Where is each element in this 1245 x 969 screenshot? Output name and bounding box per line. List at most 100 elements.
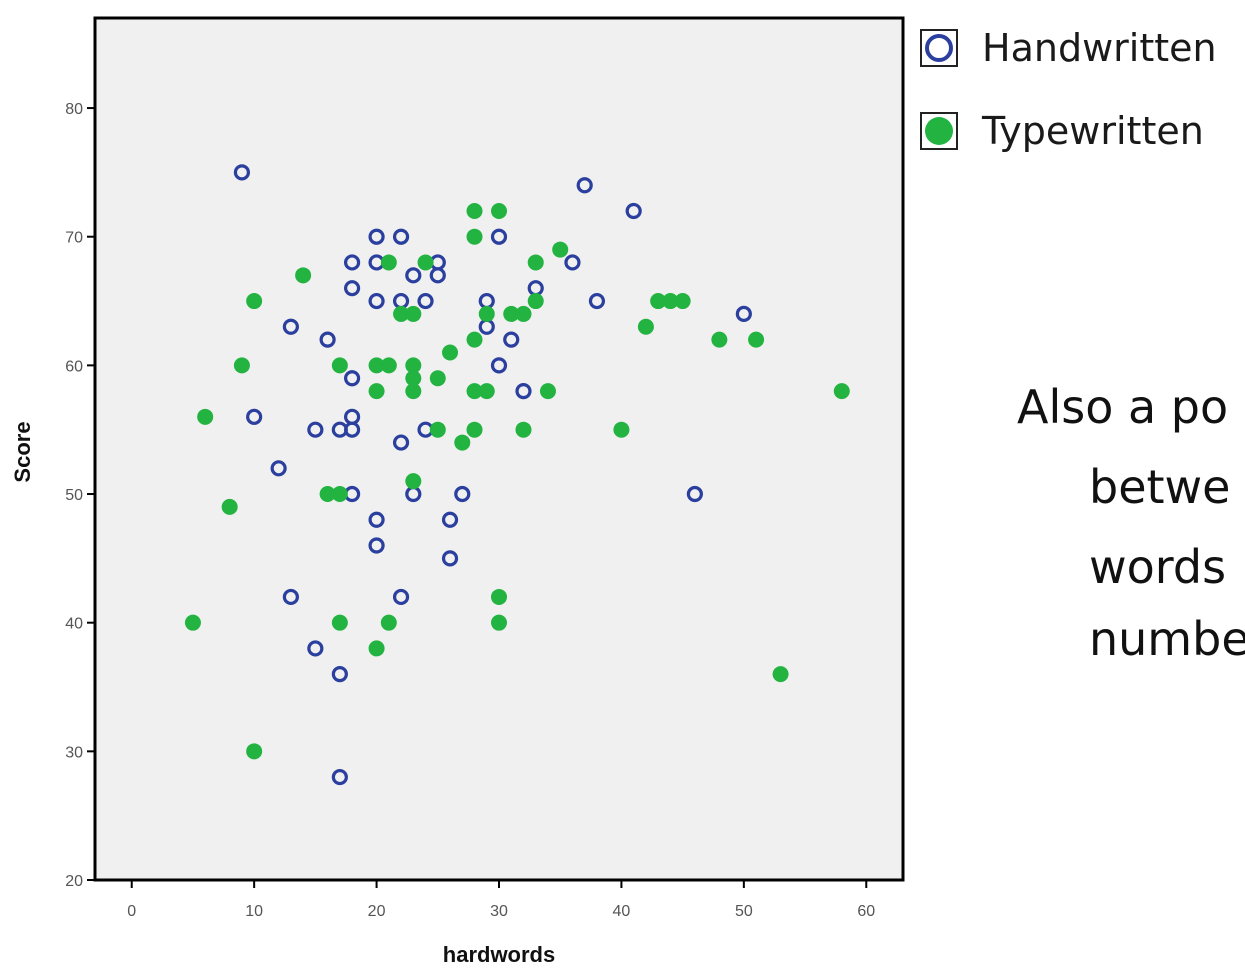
point-handwritten bbox=[454, 485, 471, 503]
point-typewritten bbox=[527, 254, 544, 271]
x-tick-label: 40 bbox=[613, 903, 631, 920]
point-typewritten bbox=[503, 305, 520, 322]
point-handwritten bbox=[490, 357, 508, 374]
point-handwritten bbox=[368, 292, 385, 310]
legend-item-typewritten: Typewritten bbox=[920, 109, 1204, 153]
point-typewritten bbox=[466, 202, 483, 219]
point-typewritten bbox=[417, 254, 434, 271]
point-typewritten bbox=[466, 383, 483, 400]
point-typewritten bbox=[197, 408, 214, 425]
point-typewritten bbox=[772, 666, 789, 683]
slide-body-text: Also a po betwe words numbe bbox=[1017, 378, 1245, 678]
point-typewritten bbox=[368, 357, 385, 374]
x-axis: 0 10 20 30 40 50 60 bbox=[127, 880, 875, 920]
point-typewritten bbox=[552, 241, 569, 258]
slide-text-line-1: Also a po bbox=[1017, 380, 1229, 434]
slide-text-line-3: words bbox=[1089, 540, 1227, 594]
y-tick-label: 40 bbox=[65, 616, 83, 633]
point-handwritten bbox=[307, 421, 324, 438]
point-typewritten bbox=[613, 421, 630, 438]
point-typewritten bbox=[246, 293, 263, 310]
y-tick-label: 60 bbox=[65, 358, 83, 375]
y-tick-label: 50 bbox=[65, 487, 83, 504]
point-typewritten bbox=[478, 383, 495, 400]
point-typewritten bbox=[478, 305, 495, 322]
point-handwritten bbox=[233, 164, 251, 181]
point-typewritten bbox=[491, 614, 507, 631]
point-handwritten bbox=[392, 588, 410, 606]
point-typewritten bbox=[221, 498, 238, 515]
point-typewritten bbox=[331, 357, 348, 374]
point-typewritten bbox=[295, 267, 312, 284]
x-tick-label: 60 bbox=[857, 903, 875, 920]
chart-legend: Handwritten Typewritten bbox=[912, 8, 1232, 173]
point-typewritten bbox=[368, 383, 385, 400]
y-axis-title: Score bbox=[10, 421, 35, 482]
x-tick-label: 50 bbox=[735, 903, 753, 920]
point-handwritten bbox=[319, 331, 336, 348]
y-tick-label: 30 bbox=[65, 744, 83, 761]
point-typewritten bbox=[319, 486, 336, 503]
point-handwritten bbox=[490, 228, 508, 245]
point-typewritten bbox=[380, 614, 397, 631]
y-axis: 20 30 40 50 60 70 80 bbox=[65, 101, 95, 890]
data-points bbox=[184, 164, 850, 786]
point-handwritten bbox=[441, 511, 459, 528]
point-typewritten bbox=[711, 331, 728, 348]
point-handwritten bbox=[515, 383, 532, 400]
point-typewritten bbox=[637, 318, 654, 335]
point-handwritten bbox=[576, 177, 593, 194]
x-tick-label: 30 bbox=[490, 903, 508, 920]
point-handwritten bbox=[503, 331, 520, 348]
point-typewritten bbox=[650, 293, 667, 310]
point-typewritten bbox=[833, 383, 850, 400]
point-typewritten bbox=[405, 357, 422, 374]
point-handwritten bbox=[343, 254, 361, 271]
point-handwritten bbox=[625, 202, 642, 220]
point-typewritten bbox=[748, 331, 765, 348]
point-typewritten bbox=[466, 421, 483, 438]
point-typewritten bbox=[405, 473, 422, 490]
point-typewritten bbox=[331, 614, 348, 631]
x-tick-label: 20 bbox=[368, 903, 386, 920]
point-handwritten bbox=[307, 640, 324, 657]
point-typewritten bbox=[380, 357, 397, 374]
point-typewritten bbox=[539, 383, 556, 400]
x-tick-label: 0 bbox=[127, 903, 136, 920]
point-handwritten bbox=[331, 666, 348, 683]
point-typewritten bbox=[380, 254, 397, 271]
x-tick-label: 10 bbox=[245, 903, 263, 920]
point-typewritten bbox=[405, 370, 422, 387]
y-tick-label: 80 bbox=[65, 101, 83, 118]
legend-item-handwritten: Handwritten bbox=[920, 26, 1217, 70]
point-handwritten bbox=[282, 318, 299, 335]
point-typewritten bbox=[429, 370, 446, 387]
point-typewritten bbox=[331, 486, 348, 503]
x-axis-title: hardwords bbox=[443, 942, 555, 967]
point-typewritten bbox=[527, 293, 544, 310]
point-handwritten bbox=[392, 434, 410, 451]
point-typewritten bbox=[491, 202, 507, 219]
point-handwritten bbox=[368, 511, 385, 528]
point-typewritten bbox=[233, 357, 250, 374]
point-typewritten bbox=[515, 421, 532, 438]
point-handwritten bbox=[368, 537, 385, 554]
point-handwritten bbox=[331, 768, 348, 786]
filled-circle-icon bbox=[920, 112, 958, 150]
point-handwritten bbox=[343, 370, 361, 387]
point-handwritten bbox=[405, 267, 422, 284]
point-typewritten bbox=[246, 743, 263, 760]
y-tick-label: 70 bbox=[65, 230, 83, 247]
point-typewritten bbox=[184, 614, 201, 631]
legend-label-handwritten: Handwritten bbox=[982, 26, 1217, 70]
point-handwritten bbox=[343, 421, 361, 438]
point-typewritten bbox=[515, 305, 532, 322]
point-typewritten bbox=[454, 434, 471, 451]
point-handwritten bbox=[392, 228, 410, 245]
open-circle-icon bbox=[920, 29, 958, 67]
point-typewritten bbox=[429, 421, 446, 438]
point-handwritten bbox=[270, 460, 287, 477]
point-handwritten bbox=[686, 485, 703, 503]
point-typewritten bbox=[393, 305, 410, 322]
point-handwritten bbox=[441, 550, 459, 567]
